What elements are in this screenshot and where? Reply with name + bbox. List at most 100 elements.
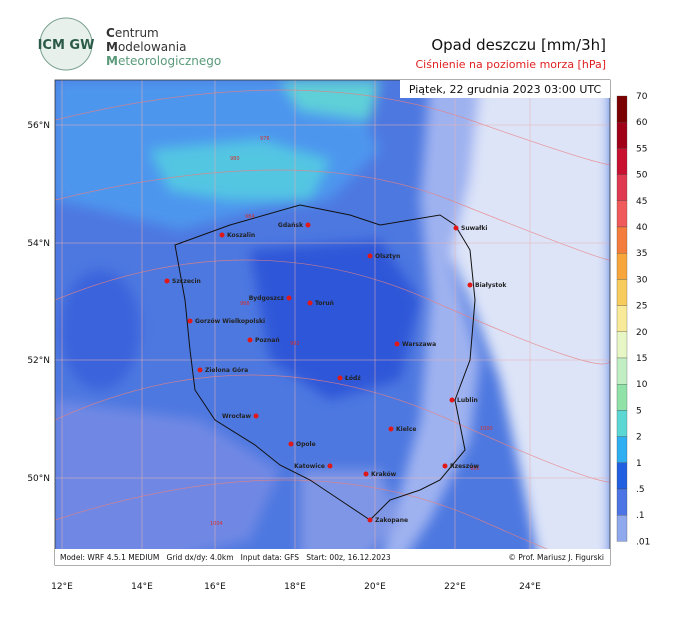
city-dot [327,463,333,469]
colorbar-cell [616,200,628,228]
colorbar-cell [616,515,628,542]
city-dot [219,232,225,238]
colorbar-cell [616,122,628,149]
model-info: Model: WRF 4.5.1 MEDIUM Grid dx/dy: 4.0k… [60,553,391,562]
lat-label: 56°N [27,121,50,131]
city-label: Gdańsk [278,222,304,229]
colorbar-cell [616,462,628,490]
city-dot [307,300,313,306]
colorbar-cell [616,226,628,254]
city-label: Warszawa [402,341,436,348]
colorbar-label: 15 [636,354,647,364]
colorbar-label: 25 [636,302,647,312]
org-line: Meteorologicznego [106,54,221,68]
city-dot [367,517,373,523]
lon-label: 14°E [131,582,153,592]
colorbar-label: 35 [636,249,647,259]
colorbar-label: .1 [636,511,645,521]
colorbar-label: 60 [636,118,648,128]
city-dot [286,295,292,301]
city-dot [337,375,343,381]
colorbar-label: 55 [636,144,647,154]
lat-label: 54°N [27,239,50,249]
city-label: Kielce [396,426,416,433]
city-label: Kraków [371,471,397,478]
colorbar-label: 2 [636,433,642,443]
city-label: Rzeszów [450,463,479,470]
city-label: Zielona Góra [205,367,248,374]
colorbar-cell [616,436,628,463]
date: Piątek, 22 grudnia 2023 03:00 UTC [409,83,602,96]
city-dot [453,225,459,231]
city-label: Katowice [294,463,325,470]
city-label: Poznań [255,337,280,344]
lon-label: 16°E [204,582,226,592]
colorbar-cell [616,488,628,516]
colorbar-cell [616,174,628,201]
colorbar-cell [616,384,628,411]
colorbar-cell [616,148,628,175]
isobar-label: 1000 [480,426,493,432]
city-dot [164,278,170,284]
city-label: Koszalin [227,232,255,239]
colorbar-cell [616,410,628,437]
colorbar-cell [616,95,628,123]
city-dot [388,426,394,432]
colorbar-label: 70 [636,92,648,102]
lat-label: 50°N [27,474,50,484]
colorbar-label: 45 [636,197,647,207]
org-line: Centrum [106,26,159,40]
colorbar-cell [616,305,628,332]
logo [39,17,93,71]
isobar-label: 980 [230,156,240,162]
city-dot [247,337,253,343]
lat-label: 52°N [27,356,50,366]
colorbar-cell [616,253,628,280]
colorbar-cell [616,279,628,306]
city-dot [253,413,259,419]
city-label: Toruń [315,300,334,307]
isobar-label: 984 [245,214,255,220]
city-label: Bydgoszcz [249,295,285,302]
city-dot [394,341,400,347]
city-label: Gorzów Wielkopolski [195,318,265,325]
city-dot [363,471,369,477]
city-dot [367,253,373,259]
title: Opad deszczu [mm/3h] [431,36,606,54]
city-label: Szczecin [172,278,201,285]
colorbar-cell [616,331,628,359]
map: 976 980 984 988 992 996 1000 1004 Koszalin Gdańs… [55,80,610,565]
colorbar-label: 40 [636,223,648,233]
city-label: Białystok [475,282,507,289]
isobar-label: 996 [470,466,480,472]
city-label: Opole [296,441,316,448]
isobar-label: 988 [240,301,250,307]
city-dot [288,441,294,447]
colorbar-cell [616,357,628,385]
isobar-label: 1004 [210,521,223,527]
city-dot [305,222,311,228]
colorbar-label: .5 [636,485,645,495]
city-label: Lublin [457,397,478,404]
lon-label: 12°E [51,582,73,592]
city-dot [187,318,193,324]
city-label: Suwałki [461,225,487,232]
colorbar-label: 5 [636,406,642,416]
colorbar-label: 10 [636,380,648,390]
lon-label: 22°E [444,582,466,592]
colorbar-label: 20 [636,328,648,338]
lon-label: 24°E [519,582,541,592]
isobar-label: 992 [290,341,300,347]
city-dot [442,463,448,469]
subtitle: Ciśnienie na poziomie morza [hPa] [416,58,607,71]
city-label: Olsztyn [375,253,400,260]
colorbar-label: .01 [636,537,650,547]
city-dot [467,282,473,288]
lon-label: 18°E [284,582,306,592]
city-label: Zakopane [375,517,408,524]
city-label: Wrocław [222,413,251,420]
org-line: Modelowania [106,40,186,54]
city-dot [197,367,203,373]
